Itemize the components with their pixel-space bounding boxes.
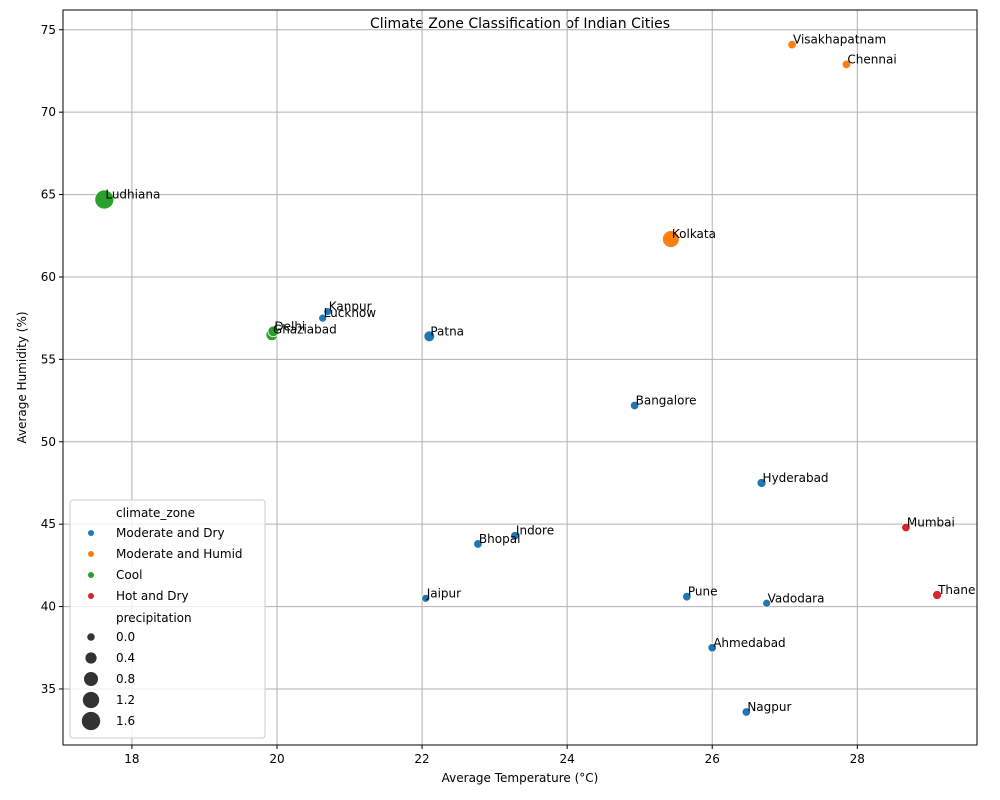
data-point <box>932 590 943 600</box>
y-tick-label: 40 <box>41 600 56 614</box>
legend-box <box>69 499 266 739</box>
y-tick-label: 55 <box>41 352 56 366</box>
point-label: Kanpur <box>329 300 372 314</box>
data-point <box>629 400 640 411</box>
point-label: Hyderabad <box>763 471 829 485</box>
legend-size-label: 1.6 <box>116 714 135 728</box>
data-point <box>756 478 767 488</box>
legend-size-label: 1.2 <box>116 693 135 707</box>
x-axis-label: Average Temperature (°C) <box>442 771 599 785</box>
data-point <box>267 325 280 338</box>
data-points <box>94 39 943 717</box>
chart-title: Climate Zone Classification of Indian Ci… <box>370 16 670 32</box>
point-label: Visakhapatnam <box>793 33 886 47</box>
y-tick-label: 35 <box>41 682 56 696</box>
axes-frame <box>62 9 978 746</box>
point-label: Vadodara <box>768 591 825 605</box>
y-tick-label: 65 <box>41 188 56 202</box>
point-label: Jaipur <box>426 586 461 600</box>
y-axis-label: Average Humidity (%) <box>15 311 29 443</box>
legend-hue-marker <box>88 572 94 578</box>
legend-size-label: 0.8 <box>116 672 135 686</box>
point-label: Patna <box>430 324 464 338</box>
point-label: Chennai <box>847 52 896 66</box>
point-label: Delhi <box>274 319 305 333</box>
axis-ticks: 18 20 22 24 26 28 35 40 45 50 55 60 65 70 75 <box>41 23 865 766</box>
legend-hue-title: climate_zone <box>116 506 195 520</box>
x-tick-label: 26 <box>705 752 720 766</box>
y-tick-label: 60 <box>41 270 56 284</box>
legend-size-marker <box>85 652 97 664</box>
legend-size-marker <box>83 671 99 687</box>
point-label: Mumbai <box>907 515 955 529</box>
legend-size-label: 0.0 <box>116 630 135 644</box>
point-label: Ludhiana <box>105 188 160 202</box>
legend-size-marker <box>82 691 100 709</box>
legend-size-title: precipitation <box>116 611 192 625</box>
data-point <box>510 531 520 541</box>
point-label: Bhopal <box>479 532 520 546</box>
data-point <box>94 189 115 210</box>
point-labels: Visakhapatnam Chennai Ludhiana Kolkata Kanpu… <box>105 33 975 714</box>
legend-hue-marker <box>88 551 94 557</box>
data-point <box>762 598 772 608</box>
data-point <box>662 230 680 248</box>
legend-size-label: 0.4 <box>116 651 135 665</box>
data-point <box>421 593 431 603</box>
point-label: Thane <box>937 583 975 597</box>
point-label: Lucknow <box>324 306 377 320</box>
point-label: Bangalore <box>636 394 697 408</box>
data-point <box>901 522 911 533</box>
legend-hue-label: Cool <box>116 568 142 582</box>
data-point <box>423 330 436 343</box>
x-tick-label: 18 <box>124 752 139 766</box>
data-point <box>682 591 692 602</box>
point-label: Ghaziabad <box>273 323 337 337</box>
legend-hue-label: Moderate and Dry <box>116 526 225 540</box>
data-point <box>841 59 852 70</box>
y-tick-label: 70 <box>41 105 56 119</box>
point-label: Pune <box>688 585 718 599</box>
y-tick-label: 45 <box>41 517 56 531</box>
x-tick-label: 28 <box>850 752 865 766</box>
x-tick-label: 20 <box>269 752 284 766</box>
data-point <box>787 39 797 50</box>
legend-hue-label: Moderate and Humid <box>116 547 243 561</box>
data-point <box>323 307 333 317</box>
x-tick-label: 22 <box>414 752 429 766</box>
legend-hue-marker <box>88 593 94 599</box>
legend-size-marker <box>81 711 101 731</box>
data-point <box>473 539 483 549</box>
point-label: Kolkata <box>672 227 716 241</box>
legend-hue-items: Moderate and Dry Moderate and Humid Cool Ho… <box>88 526 243 603</box>
legend-size-items: 0.0 0.4 0.8 1.2 1.6 <box>81 630 135 731</box>
data-point <box>741 707 752 717</box>
point-label: Indore <box>516 524 554 538</box>
point-label: Nagpur <box>747 700 791 714</box>
point-label: Ahmedabad <box>713 636 785 650</box>
legend-size-marker <box>87 633 95 641</box>
data-point <box>318 313 328 323</box>
legend-hue-marker <box>88 530 94 536</box>
x-tick-label: 24 <box>560 752 575 766</box>
data-point <box>707 643 717 653</box>
y-tick-label: 75 <box>41 23 56 37</box>
legend-hue-label: Hot and Dry <box>116 589 189 603</box>
y-tick-label: 50 <box>41 435 56 449</box>
